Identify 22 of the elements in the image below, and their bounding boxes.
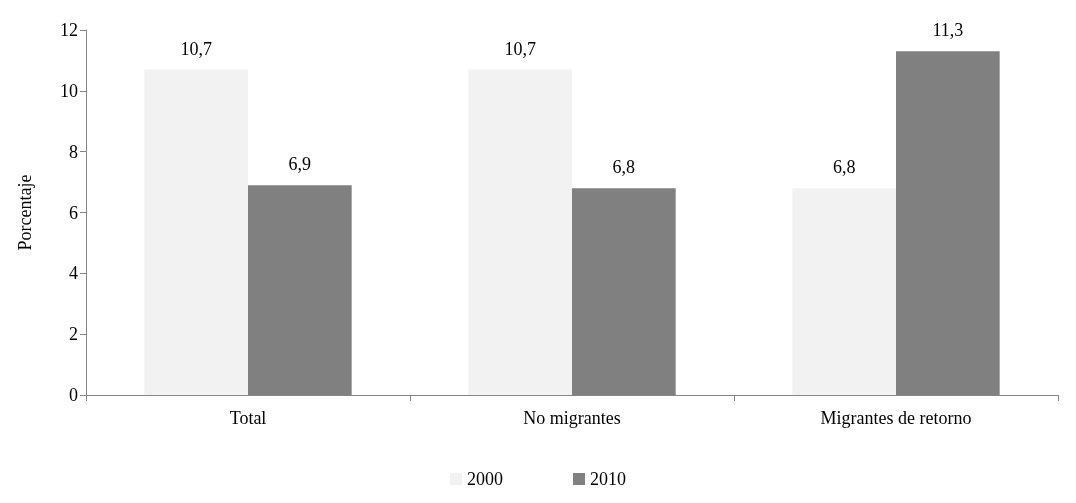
data-label: 10,7 <box>504 38 536 59</box>
data-label: 6,8 <box>832 157 856 178</box>
y-tick-label: 8 <box>69 141 78 162</box>
data-label: 6,9 <box>288 154 312 175</box>
legend-label: 2010 <box>590 469 626 489</box>
legend-label: 2000 <box>467 469 503 489</box>
data-label: 10,7 <box>180 38 212 59</box>
x-tick-label: Migrantes de retorno <box>820 408 972 428</box>
y-tick-label: 2 <box>69 324 78 345</box>
data-label: 6,8 <box>612 157 636 178</box>
bar <box>468 69 572 395</box>
data-label: 11,3 <box>932 20 964 41</box>
y-tick-label: 6 <box>69 202 78 223</box>
x-tick-label: Total <box>229 408 267 428</box>
y-tick-label: 4 <box>69 263 78 284</box>
x-tick-label: No migrantes <box>523 408 621 428</box>
bar <box>792 188 896 395</box>
y-axis-title: Porcentaje <box>15 174 35 251</box>
y-tick-label: 12 <box>60 20 78 40</box>
y-tick-label: 0 <box>69 385 78 405</box>
y-tick-label: 10 <box>60 80 78 101</box>
bar <box>144 69 248 395</box>
